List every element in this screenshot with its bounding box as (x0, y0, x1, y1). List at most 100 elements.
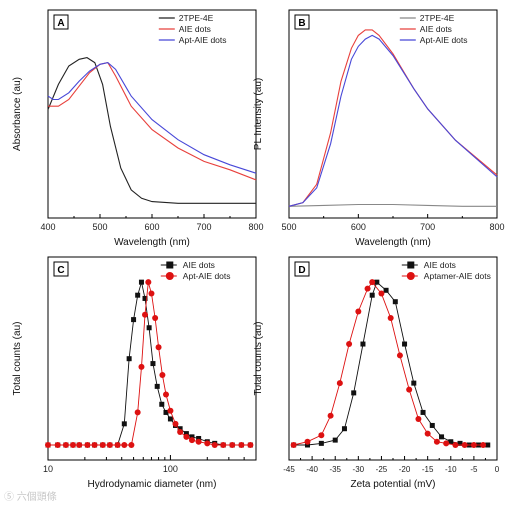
x-tick-label: 0 (495, 465, 500, 474)
panel-letter: D (298, 265, 305, 276)
data-point-square (411, 380, 417, 386)
plot-frame (288, 256, 498, 461)
legend-label: AIE dots (420, 24, 452, 34)
series-line (48, 282, 251, 446)
data-point-square (159, 401, 165, 407)
data-point-circle (327, 412, 334, 419)
legend-marker (165, 272, 174, 280)
data-point-square (189, 434, 195, 440)
data-point-circle (211, 442, 218, 448)
data-point-circle (424, 430, 431, 437)
legend-label: Aptamer-AIE dots (424, 271, 491, 281)
data-point-circle (155, 344, 162, 351)
data-point-circle (406, 386, 413, 393)
series-line (48, 282, 251, 446)
data-point-square (304, 442, 310, 448)
x-tick-label: 10 (43, 464, 53, 474)
data-point-square (154, 383, 160, 389)
data-point-circle (355, 308, 362, 315)
data-point-circle (247, 442, 254, 448)
data-point-square (439, 434, 445, 440)
data-point-circle (142, 311, 149, 318)
legend-marker (166, 261, 174, 269)
data-point-square (150, 361, 156, 367)
data-point-circle (415, 415, 422, 422)
legend-marker (406, 272, 415, 280)
data-point-circle (346, 341, 353, 348)
watermark: ⑤ 六個頭條 (4, 492, 57, 503)
data-point-circle (364, 285, 371, 292)
y-axis-label: Absorbance (au) (12, 77, 23, 151)
legend-label: Apt-AIE dots (183, 271, 231, 281)
data-point-circle (452, 442, 459, 448)
data-point-circle (114, 442, 121, 448)
panel-b: 500 600 700 800 Wavelength (nm) PL Intensity … (253, 9, 505, 248)
data-point-square (135, 292, 141, 298)
series-line (288, 34, 498, 207)
data-point-circle (195, 438, 202, 445)
x-axis-label: Zeta potential (mV) (350, 479, 435, 490)
x-tick-label: -5 (470, 465, 478, 474)
data-point-circle (480, 442, 487, 448)
data-point-circle (183, 433, 190, 440)
data-point-circle (106, 442, 113, 448)
data-point-circle (290, 442, 297, 448)
data-point-circle (461, 442, 468, 448)
data-point-square (177, 426, 183, 432)
data-point-circle (378, 290, 385, 297)
x-tick-label: 500 (281, 222, 296, 232)
data-point-circle (99, 442, 106, 448)
data-point-circle (76, 442, 83, 448)
y-axis-label: Total counts (au) (253, 322, 264, 396)
data-point-square (485, 442, 491, 448)
data-point-square (167, 416, 173, 422)
data-point-circle (84, 442, 91, 448)
panel-a: 400 500 600 700 800 Wavelength (nm) Absorbance… (12, 9, 264, 248)
data-point-square (183, 431, 189, 437)
y-axis-label: Total counts (au) (12, 322, 23, 396)
legend-label: 2TPE-4E (420, 13, 455, 23)
data-point-circle (148, 290, 155, 297)
legend-marker (407, 261, 415, 269)
legend-label: Apt-AIE dots (420, 35, 468, 45)
data-point-circle (134, 409, 141, 416)
data-point-circle (138, 363, 145, 370)
data-point-circle (336, 380, 343, 387)
series-line (293, 281, 488, 446)
series-line (288, 203, 497, 207)
legend-label: Apt-AIE dots (179, 35, 227, 45)
data-point-circle (220, 442, 227, 448)
x-tick-label: 600 (351, 222, 366, 232)
y-axis-label: PL Intensity (au) (253, 78, 264, 150)
data-point-circle (172, 420, 179, 427)
panel-letter-box (294, 261, 310, 277)
series-line (47, 62, 257, 174)
x-axis-label: Hydrodynamic diameter (nm) (88, 479, 217, 490)
x-tick-label: 500 (92, 222, 107, 232)
panel-letter: C (57, 265, 64, 276)
x-tick-label: -40 (306, 465, 318, 474)
x-tick-label: -10 (445, 465, 457, 474)
data-point-circle (128, 442, 135, 448)
data-point-square (341, 426, 347, 432)
series-line (47, 57, 256, 204)
data-point-circle (152, 314, 159, 321)
x-tick-label: 700 (420, 222, 435, 232)
data-point-circle (229, 442, 236, 448)
data-point-circle (318, 432, 325, 439)
data-point-square (351, 390, 357, 396)
data-point-circle (443, 440, 450, 447)
panel-letter: B (298, 18, 305, 29)
data-point-square (146, 325, 152, 331)
data-point-circle (91, 442, 98, 448)
data-point-circle (62, 442, 69, 448)
data-point-square (402, 341, 408, 347)
data-point-square (457, 440, 463, 446)
x-tick-label: -35 (329, 465, 341, 474)
x-tick-label: -45 (283, 465, 295, 474)
x-tick-label: 800 (489, 222, 504, 232)
data-point-square (374, 279, 380, 285)
x-tick-label: -15 (422, 465, 434, 474)
x-tick-label: -20 (399, 465, 411, 474)
